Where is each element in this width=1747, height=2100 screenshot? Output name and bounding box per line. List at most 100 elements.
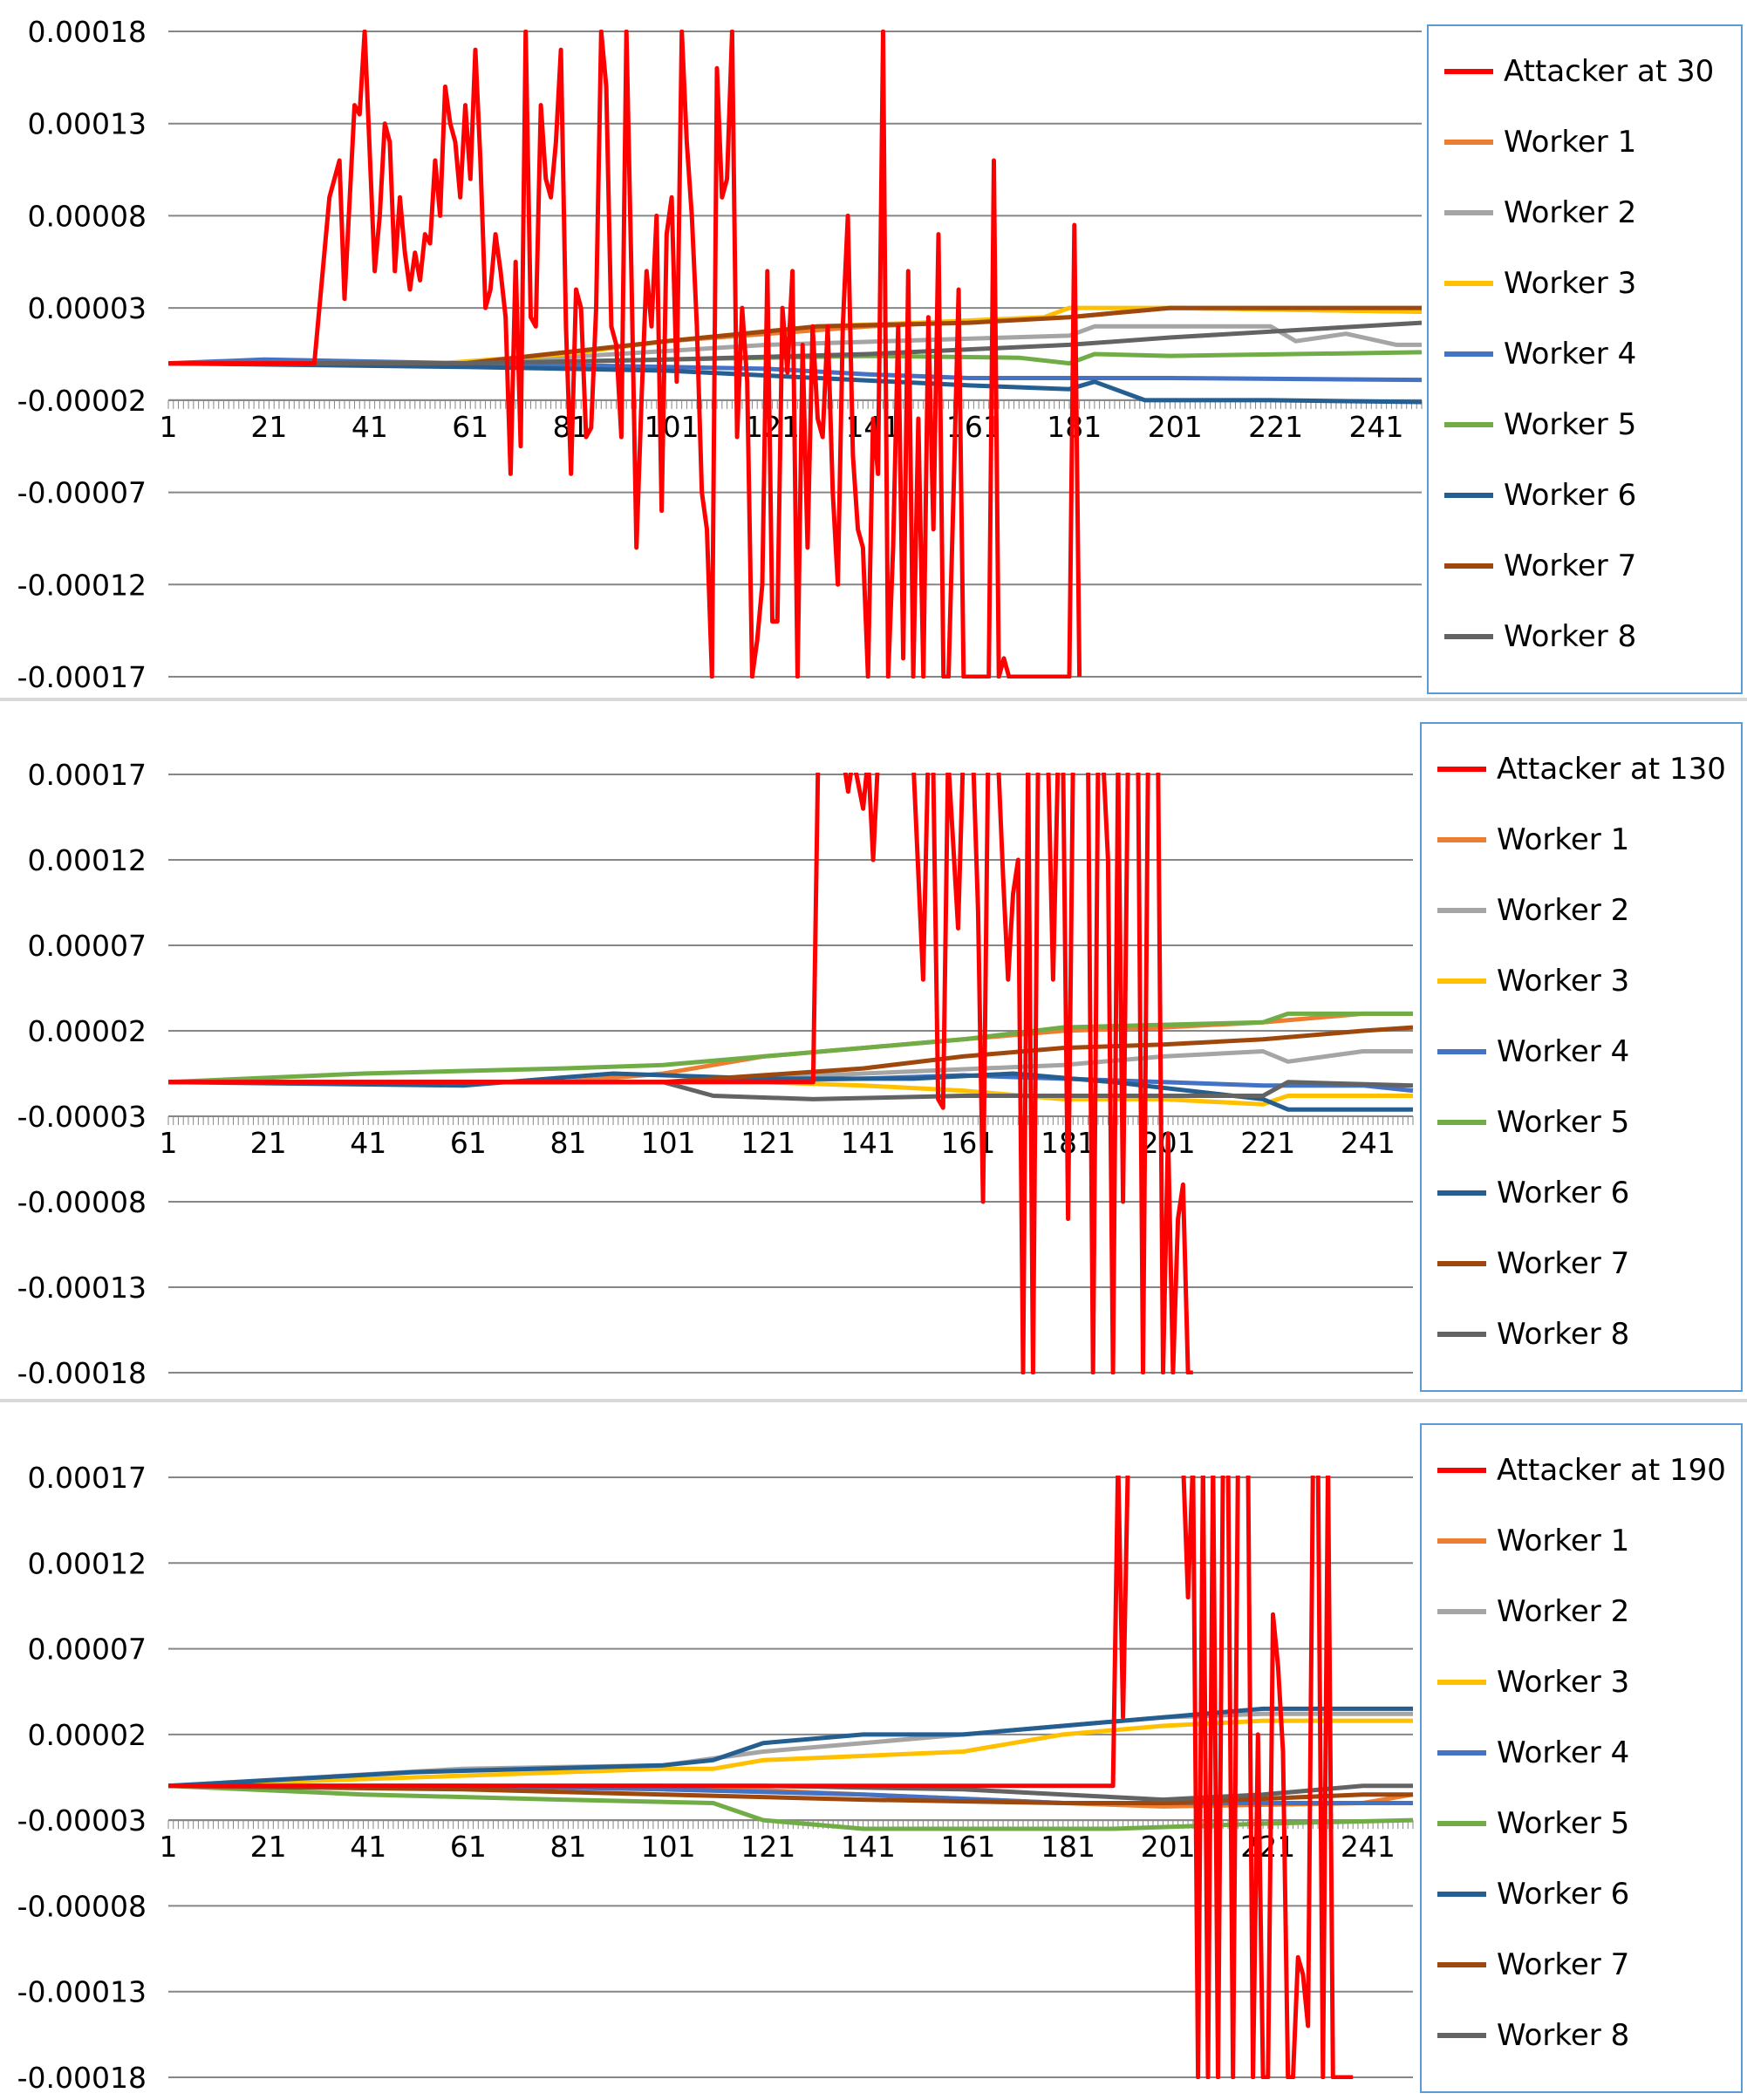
chart-1-legend: Attacker at 30 Worker 1 Worker 2 Worker 3 Wo…: [1427, 24, 1743, 694]
legend-item: Worker 3: [1437, 964, 1629, 999]
separator: [0, 1399, 1747, 1402]
x-tick-label: 141: [841, 1830, 896, 1864]
legend-swatch: [1444, 140, 1493, 145]
legend-swatch: [1437, 837, 1486, 842]
x-tick-label: 101: [641, 1126, 696, 1160]
legend-item: Worker 8: [1444, 619, 1636, 654]
x-tick-label: 101: [645, 410, 699, 444]
legend-label: Worker 6: [1504, 478, 1637, 513]
legend-swatch: [1437, 1332, 1486, 1337]
legend-swatch: [1437, 1962, 1486, 1967]
legend-label: Worker 3: [1504, 266, 1637, 301]
legend-label: Attacker at 130: [1497, 752, 1726, 787]
y-tick-label: 0.00012: [28, 843, 147, 877]
legend-swatch: [1437, 1821, 1486, 1826]
legend-swatch: [1437, 1892, 1486, 1897]
series-line-attacker-at-130: [168, 773, 1193, 1374]
x-tick-label: 81: [549, 1126, 586, 1160]
legend-label: Worker 3: [1497, 964, 1630, 999]
legend-swatch: [1444, 210, 1493, 215]
x-tick-label: 241: [1341, 1830, 1396, 1864]
legend-swatch: [1437, 1190, 1486, 1196]
y-tick-label: 0.00002: [28, 1718, 147, 1752]
legend-swatch: [1437, 1538, 1486, 1544]
legend-swatch: [1437, 1468, 1486, 1473]
legend-swatch: [1444, 634, 1493, 639]
y-tick-label: 0.00013: [28, 107, 147, 141]
series-line-worker-4: [168, 357, 1423, 383]
legend-label: Attacker at 190: [1497, 1453, 1726, 1488]
x-tick-label: 201: [1148, 410, 1203, 444]
y-tick-label: 0.00008: [28, 199, 147, 233]
x-tick-label: 161: [940, 1830, 995, 1864]
x-tick-label: 1: [160, 410, 178, 444]
legend-item: Worker 5: [1444, 407, 1636, 442]
x-tick-label: 1: [160, 1126, 178, 1160]
legend-item: Worker 1: [1437, 822, 1629, 857]
chart-panel-1: 0.00018 0.00013 0.00008 0.00003 -0.00002 -0.0…: [0, 0, 1747, 698]
legend-item: Worker 4: [1444, 337, 1636, 372]
chart-panel-3: 0.00017 0.00012 0.00007 0.00002 -0.00003 -0.0…: [0, 1402, 1747, 2100]
separator: [0, 698, 1747, 701]
legend-item: Worker 5: [1437, 1806, 1629, 1841]
legend-swatch: [1437, 1750, 1486, 1756]
series-line-worker-5: [168, 1783, 1414, 1831]
x-tick-label: 121: [745, 410, 800, 444]
chart-3-legend: Attacker at 190 Worker 1 Worker 2 Worker 3 W…: [1420, 1423, 1743, 2093]
legend-swatch: [1444, 69, 1493, 74]
series-line-attacker-at-190: [168, 1476, 1354, 2079]
x-tick-label: 241: [1349, 410, 1404, 444]
x-tick-label: 21: [250, 1126, 287, 1160]
legend-label: Worker 7: [1504, 549, 1637, 583]
y-tick-label: 0.00007: [28, 929, 147, 963]
legend-label: Worker 2: [1497, 1594, 1630, 1629]
legend-label: Worker 8: [1504, 619, 1637, 654]
legend-item: Worker 1: [1444, 125, 1636, 160]
y-tick-label: -0.00013: [17, 1271, 147, 1305]
legend-label: Worker 6: [1497, 1877, 1630, 1912]
legend-item: Attacker at 30: [1444, 54, 1714, 89]
y-tick-label: -0.00002: [17, 384, 147, 418]
legend-item: Worker 1: [1437, 1524, 1629, 1558]
y-tick-label: 0.00002: [28, 1014, 147, 1048]
legend-item: Worker 5: [1437, 1105, 1629, 1140]
x-tick-label: 61: [450, 1830, 487, 1864]
y-tick-label: 0.00017: [28, 758, 147, 792]
legend-label: Worker 4: [1504, 337, 1637, 372]
y-tick-label: 0.00012: [28, 1546, 147, 1580]
y-tick-label: 0.00018: [28, 15, 147, 49]
legend-label: Worker 7: [1497, 1246, 1630, 1281]
legend-swatch: [1437, 767, 1486, 772]
legend-label: Worker 5: [1504, 407, 1637, 442]
y-tick-label: -0.00018: [17, 1356, 147, 1390]
legend-label: Worker 4: [1497, 1735, 1630, 1770]
y-tick-label: -0.00013: [17, 1975, 147, 2009]
series-line-worker-7: [168, 1025, 1414, 1085]
y-tick-label: -0.00003: [17, 1803, 147, 1838]
x-tick-label: 1: [160, 1830, 178, 1864]
chart-3-svg: 0.00017 0.00012 0.00007 0.00002 -0.00003 -0.0…: [17, 1461, 1414, 2095]
legend-swatch: [1444, 493, 1493, 498]
legend-swatch: [1437, 1120, 1486, 1125]
legend-swatch: [1444, 281, 1493, 286]
x-tick-label: 81: [549, 1830, 586, 1864]
y-tick-label: 0.00003: [28, 291, 147, 325]
x-tick-label: 161: [940, 1126, 995, 1160]
y-tick-label: -0.00008: [17, 1889, 147, 1923]
y-tick-label: -0.00007: [17, 476, 147, 510]
legend-label: Worker 5: [1497, 1806, 1630, 1841]
x-tick-label: 221: [1240, 1126, 1295, 1160]
legend-swatch: [1437, 1680, 1486, 1685]
y-tick-label: -0.00018: [17, 2061, 147, 2095]
legend-item: Worker 7: [1444, 549, 1636, 583]
legend-item: Worker 7: [1437, 1947, 1629, 1982]
legend-label: Worker 8: [1497, 1317, 1630, 1352]
x-tick-label: 41: [350, 1830, 386, 1864]
x-tick-label: 101: [641, 1830, 696, 1864]
series-line-worker-7: [168, 305, 1422, 366]
legend-label: Worker 4: [1497, 1034, 1630, 1069]
legend-label: Worker 1: [1497, 1524, 1630, 1558]
legend-label: Worker 2: [1497, 893, 1630, 928]
legend-swatch: [1437, 978, 1486, 984]
x-tick-label: 61: [450, 1126, 487, 1160]
